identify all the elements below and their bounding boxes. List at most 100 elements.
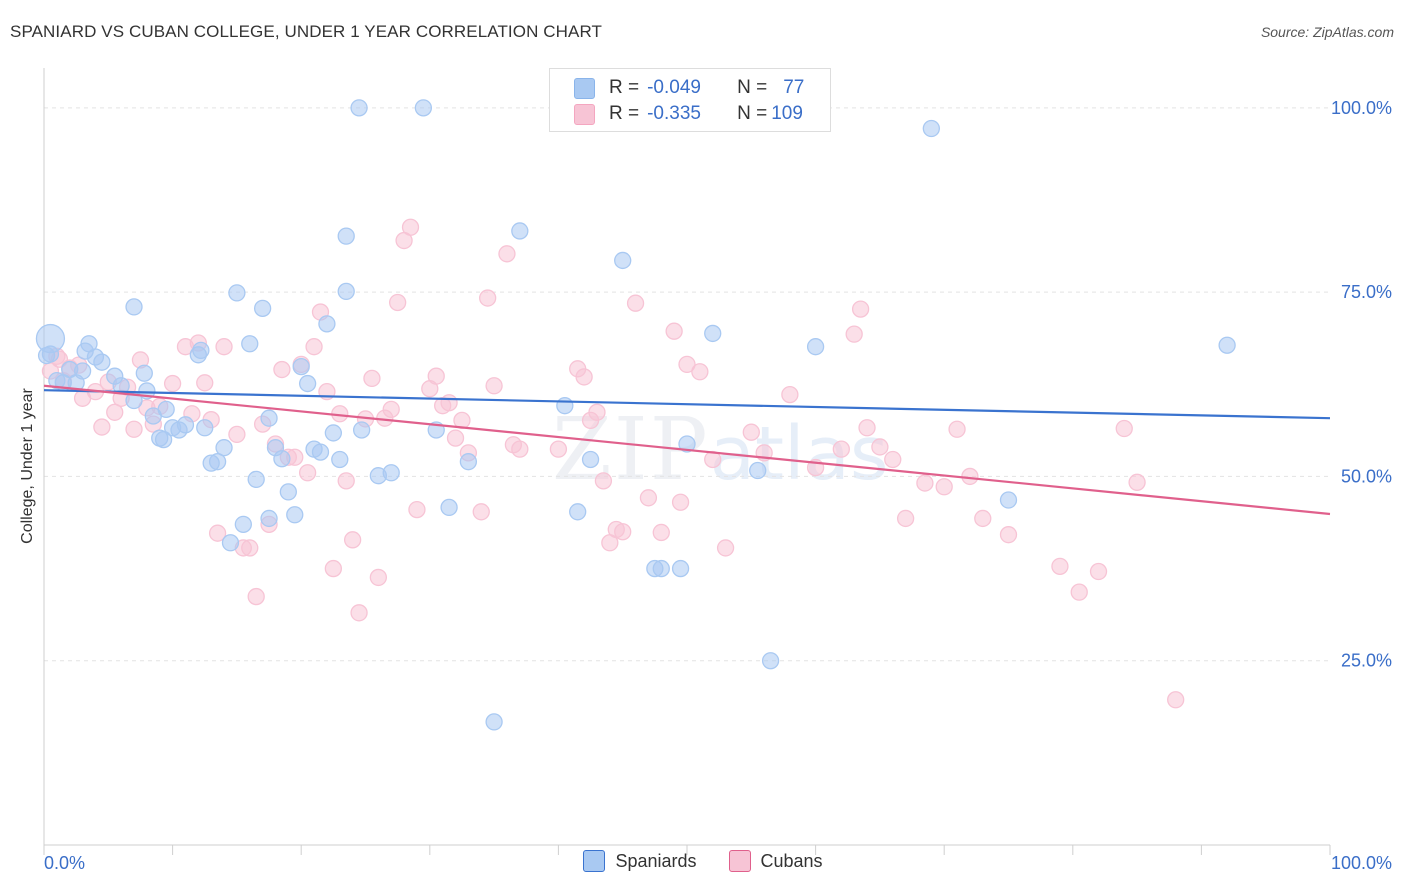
point-spaniards	[37, 346, 56, 365]
point-cubans	[363, 369, 381, 388]
legend-n-label: N =	[737, 77, 768, 98]
legend-r-label: R =	[609, 77, 640, 98]
point-spaniards	[337, 282, 355, 301]
y-axis-title: College, Under 1 year	[19, 388, 36, 544]
legend-swatch-spaniards	[574, 77, 595, 99]
point-cubans	[298, 464, 317, 482]
point-spaniards	[440, 498, 458, 517]
point-spaniards	[157, 400, 175, 418]
point-cubans	[273, 360, 291, 379]
point-cubans	[851, 300, 870, 318]
point-cubans	[961, 467, 979, 486]
series-legend: Spaniards Cubans	[0, 850, 1406, 872]
point-spaniards	[581, 450, 600, 469]
series-label-spaniards: Spaniards	[615, 850, 697, 871]
point-cubans	[742, 423, 760, 441]
point-cubans	[125, 420, 143, 438]
point-cubans	[163, 374, 182, 393]
point-cubans	[215, 338, 233, 356]
point-cubans	[594, 472, 613, 490]
point-spaniards	[999, 491, 1018, 509]
point-spaniards	[208, 453, 227, 471]
series-swatch-cubans	[728, 850, 751, 872]
point-cubans	[350, 604, 368, 622]
correlation-legend: R = -0.049 N = 77 R = -0.335 N = 109	[549, 68, 831, 132]
point-spaniards	[192, 341, 210, 360]
point-spaniards	[614, 251, 632, 270]
x-tick-label: 100.0%	[1331, 853, 1392, 873]
point-cubans	[614, 523, 632, 541]
point-cubans	[498, 245, 516, 263]
point-spaniards	[125, 298, 143, 316]
legend-row-cubans: R = -0.335 N = 109	[574, 103, 803, 125]
point-cubans	[208, 524, 227, 542]
legend-row-spaniards: R = -0.049 N = 77	[574, 77, 804, 99]
point-cubans	[241, 539, 259, 557]
point-cubans	[1070, 583, 1088, 601]
point-cubans	[652, 523, 670, 542]
point-spaniards	[234, 515, 252, 533]
y-tick-label: 50.0%	[1341, 466, 1392, 486]
point-spaniards	[311, 443, 330, 461]
legend-r-value: -0.335	[647, 103, 701, 124]
point-cubans	[935, 478, 953, 496]
point-spaniards	[671, 559, 690, 578]
point-spaniards	[61, 360, 79, 379]
y-tick-label: 100.0%	[1331, 98, 1392, 118]
point-spaniards	[135, 364, 153, 382]
chart-title: SPANIARD VS CUBAN COLLEGE, UNDER 1 YEAR …	[10, 22, 603, 41]
point-cubans	[671, 493, 690, 511]
point-spaniards	[1218, 336, 1236, 354]
point-cubans	[93, 418, 111, 436]
point-cubans	[343, 531, 362, 549]
series-legend-spaniards: Spaniards	[583, 850, 697, 872]
point-cubans	[999, 526, 1018, 544]
point-spaniards	[678, 435, 696, 453]
point-cubans	[691, 363, 709, 381]
point-spaniards	[154, 430, 173, 449]
point-spaniards	[459, 453, 478, 471]
point-spaniards	[337, 227, 355, 245]
point-cubans	[549, 440, 568, 458]
point-spaniards	[273, 450, 291, 468]
y-tick-label: 25.0%	[1341, 651, 1392, 671]
point-spaniards	[292, 357, 310, 376]
point-cubans	[369, 568, 388, 587]
point-cubans	[781, 385, 799, 404]
point-spaniards	[331, 450, 349, 469]
legend-n-value: 77	[783, 77, 805, 98]
point-cubans	[884, 450, 902, 469]
legend-n-value: 109	[771, 103, 803, 124]
point-spaniards	[511, 222, 529, 240]
legend-r-label: R =	[609, 103, 640, 124]
point-cubans	[382, 400, 400, 418]
point-spaniards	[215, 439, 233, 457]
point-cubans	[196, 374, 214, 392]
point-cubans	[588, 403, 606, 421]
legend-r-value: -0.049	[647, 77, 701, 98]
point-spaniards	[298, 374, 317, 393]
series-label-cubans: Cubans	[760, 850, 823, 871]
point-spaniards	[749, 461, 767, 480]
point-cubans	[106, 403, 124, 421]
point-spaniards	[352, 421, 371, 439]
point-cubans	[479, 289, 497, 307]
point-cubans	[974, 509, 992, 528]
series-swatch-spaniards	[583, 850, 606, 872]
point-spaniards	[652, 559, 670, 578]
point-spaniards	[414, 99, 433, 117]
point-cubans	[1051, 557, 1069, 576]
point-spaniards	[761, 652, 780, 670]
point-spaniards	[318, 315, 336, 333]
point-cubans	[896, 509, 915, 528]
point-spaniards	[922, 119, 940, 138]
point-cubans	[832, 440, 850, 458]
legend-swatch-cubans	[574, 103, 595, 125]
point-cubans	[858, 419, 876, 437]
point-cubans	[1128, 473, 1146, 491]
point-spaniards	[253, 299, 272, 318]
point-spaniards	[76, 342, 94, 360]
point-cubans	[228, 425, 246, 444]
point-cubans	[1115, 419, 1133, 438]
point-cubans	[324, 559, 343, 578]
